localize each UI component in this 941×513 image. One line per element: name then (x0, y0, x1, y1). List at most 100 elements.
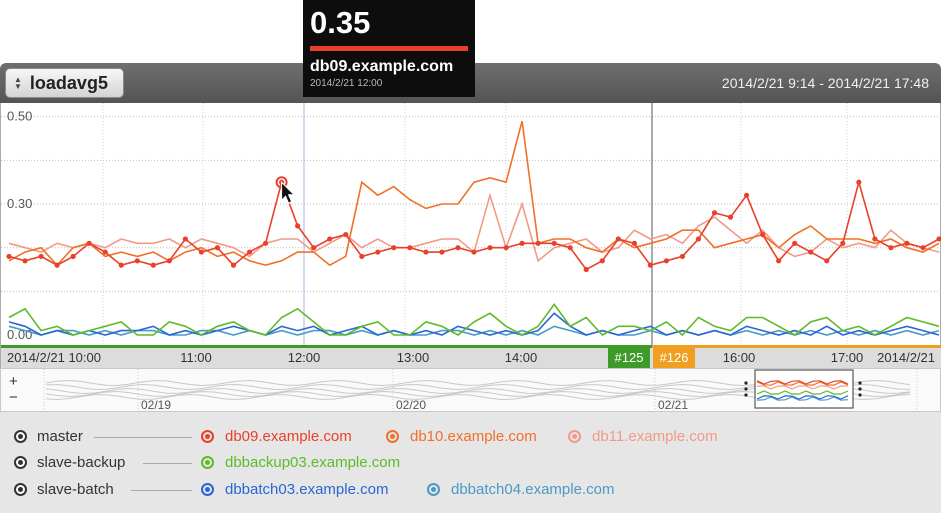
series-line-dbbatch04.example.com (8, 325, 940, 336)
data-point (262, 240, 269, 246)
overview-handle-right-icon (858, 393, 862, 397)
group-radio-master[interactable] (14, 430, 27, 443)
host-toggle-dbbackup03[interactable] (201, 456, 214, 469)
y-tick-label: 0.50 (7, 109, 32, 124)
host-toggle-db09[interactable] (201, 430, 214, 443)
group-radio-slave-batch[interactable] (14, 483, 27, 496)
mouse-cursor-icon (281, 181, 296, 204)
overview-strip[interactable]: + − 02/19 02/20 02/21 (0, 368, 941, 413)
tooltip-host: db09.example.com (310, 58, 454, 75)
group-connector (143, 463, 192, 464)
metric-select[interactable]: ▲ ▼ loadavg5 (5, 68, 124, 98)
data-point (519, 240, 525, 246)
data-point (583, 266, 589, 273)
data-point (904, 240, 910, 246)
group-radio-slave-backup[interactable] (14, 456, 27, 469)
data-point (230, 262, 237, 268)
data-point (391, 245, 397, 251)
data-point (760, 231, 766, 238)
zoom-out-button[interactable]: − (9, 389, 18, 406)
data-point (471, 249, 477, 255)
overview-selection-series (756, 396, 849, 401)
data-point (824, 258, 830, 264)
data-point (102, 249, 108, 255)
data-point (327, 236, 333, 242)
host-toggle-db10[interactable] (386, 430, 399, 443)
x-tick-label: 2014/2/21 10:00 (7, 350, 101, 365)
data-point (22, 258, 28, 264)
x-tick-label: 16:00 (723, 350, 756, 365)
host-label-dbbatch04[interactable]: dbbatch04.example.com (451, 481, 615, 498)
tooltip-color-bar (310, 46, 468, 51)
data-point (663, 258, 670, 264)
data-point (679, 253, 686, 260)
host-label-db09[interactable]: db09.example.com (225, 428, 352, 445)
deploy-range-bar-125 (1, 345, 652, 348)
data-point (375, 249, 381, 255)
data-point (150, 262, 156, 268)
updown-arrows-icon: ▲ ▼ (14, 75, 22, 91)
overview-handle-left-icon (744, 381, 748, 385)
deploy-badge-bg (608, 347, 650, 368)
host-toggle-db11[interactable] (568, 430, 581, 443)
host-label-dbbackup03[interactable]: dbbackup03.example.com (225, 454, 401, 471)
deploy-range-bar-126 (652, 345, 941, 348)
data-point (487, 245, 493, 251)
series-line-db09.example.com (8, 179, 940, 271)
series-line-dbbackup03.example.com (8, 303, 940, 337)
series-line-db10.example.com (8, 120, 940, 267)
series-line-dbbatch03.example.com (8, 312, 940, 336)
data-point (615, 236, 621, 242)
overview-date-label: 02/19 (141, 398, 171, 412)
deploy-badge-label: #126 (660, 350, 689, 365)
overview-selection-series (756, 385, 848, 390)
data-point (631, 240, 637, 246)
host-toggle-dbbatch04[interactable] (427, 483, 440, 496)
data-point (920, 245, 926, 251)
host-label-db10[interactable]: db10.example.com (410, 428, 537, 445)
data-point (535, 240, 541, 246)
x-tick-label: 14:00 (505, 350, 538, 365)
data-point (6, 253, 12, 260)
data-point (214, 245, 221, 251)
zoom-in-button[interactable]: + (9, 373, 18, 390)
host-toggle-dbbatch03[interactable] (201, 483, 214, 496)
data-point (856, 179, 862, 185)
x-tick-label: 12:00 (288, 350, 321, 365)
overview-selection-series (756, 390, 849, 395)
data-point (503, 245, 509, 251)
time-range: 2014/2/21 9:14 - 2014/2/21 17:48 (721, 75, 929, 91)
x-axis-band (1, 347, 941, 368)
x-tick-label: 2014/2/21 (877, 350, 935, 365)
group-label-slave-batch: slave-batch (37, 481, 114, 498)
overview-selection-series (756, 395, 849, 400)
overview-chart[interactable]: 02/19 02/20 02/21 (1, 369, 941, 413)
data-point (872, 236, 878, 242)
data-point (567, 245, 573, 251)
data-point (54, 262, 60, 268)
data-point (407, 245, 413, 251)
overview-handle-left-icon (744, 387, 748, 391)
tooltip-value: 0.35 (310, 5, 371, 40)
x-tick-label: 11:00 (180, 350, 212, 365)
chart-area[interactable]: 0.50 0.30 0.00 2014/2/21 10:00 11:00 12:00 13:… (0, 103, 941, 368)
deploy-badge-label: #125 (615, 350, 644, 365)
data-point (295, 223, 301, 229)
x-tick-label: 17:00 (831, 350, 864, 365)
data-point (808, 249, 814, 255)
host-label-db11[interactable]: db11.example.com (592, 428, 718, 445)
overview-date-label: 02/21 (658, 398, 688, 412)
x-tick-label: 13:00 (397, 350, 430, 365)
overview-selection-series (756, 381, 849, 386)
overview-selection-series (756, 380, 849, 385)
group-label-master: master (37, 428, 83, 445)
data-point (840, 240, 846, 246)
group-connector (131, 490, 192, 491)
tooltip-timestamp: 2014/2/21 12:00 (310, 78, 383, 89)
data-point (311, 245, 317, 251)
overview-handle-left-icon (744, 393, 748, 397)
data-point (246, 249, 253, 255)
legend: master db09.example.com db10.example.com… (0, 412, 941, 513)
host-label-dbbatch03[interactable]: dbbatch03.example.com (225, 481, 389, 498)
